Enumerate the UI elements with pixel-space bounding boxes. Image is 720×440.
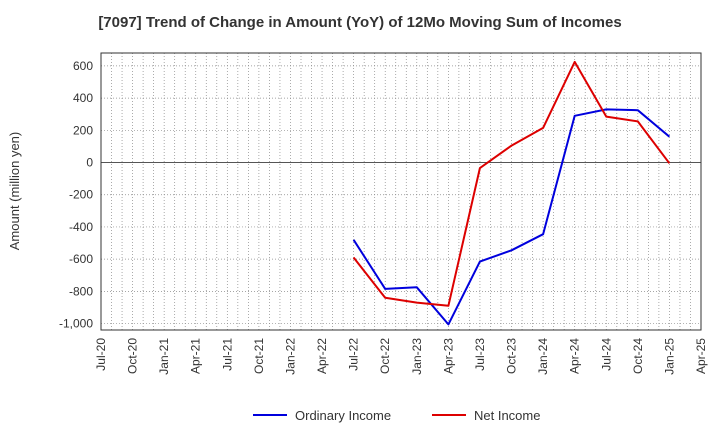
x-tick-label: Apr-21 bbox=[189, 338, 203, 374]
grid-lines bbox=[100, 53, 702, 330]
x-tick-label: Oct-22 bbox=[378, 338, 392, 374]
y-tick-label: -400 bbox=[69, 220, 93, 234]
y-tick-label: -600 bbox=[69, 252, 93, 266]
y-tick-label: 600 bbox=[73, 59, 93, 73]
ordinary-income-line bbox=[352, 108, 671, 326]
x-tick-label: Jan-25 bbox=[662, 338, 676, 375]
x-tick-label: Jan-24 bbox=[536, 338, 550, 375]
x-tick-label: Oct-21 bbox=[252, 338, 266, 374]
net-income-line bbox=[352, 60, 671, 307]
y-tick-label: 200 bbox=[73, 123, 93, 137]
legend: Ordinary Income Net Income bbox=[253, 408, 540, 423]
y-axis-title: Amount (million yen) bbox=[7, 132, 22, 251]
x-tick-label: Jan-22 bbox=[283, 338, 297, 375]
x-axis-ticks: Jul-20 Oct-20 Jan-21 Apr-21 Jul-21 Oct-21 Jan-… bbox=[94, 338, 708, 375]
x-tick-label: Jul-20 bbox=[94, 338, 108, 371]
y-tick-label: 0 bbox=[86, 156, 93, 170]
legend-label: Ordinary Income bbox=[295, 408, 391, 423]
plot-area-frame bbox=[100, 52, 702, 331]
x-tick-label: Oct-20 bbox=[126, 338, 140, 374]
x-tick-label: Jul-22 bbox=[347, 338, 361, 371]
y-tick-label: -800 bbox=[69, 284, 93, 298]
x-tick-label: Jul-23 bbox=[473, 338, 487, 371]
x-tick-label: Oct-23 bbox=[505, 338, 519, 374]
series-lines bbox=[352, 60, 671, 326]
y-tick-label: -200 bbox=[69, 188, 93, 202]
chart-title: [7097] Trend of Change in Amount (YoY) o… bbox=[98, 14, 622, 31]
y-tick-label: 400 bbox=[73, 91, 93, 105]
x-tick-label: Apr-24 bbox=[568, 338, 582, 374]
y-tick-label: -1,000 bbox=[59, 317, 93, 331]
y-axis-ticks: -1,000 -800 -600 -400 -200 0 200 400 600 bbox=[59, 59, 93, 331]
legend-label: Net Income bbox=[474, 408, 540, 423]
x-tick-label: Jul-21 bbox=[220, 338, 234, 371]
x-tick-label: Jul-24 bbox=[599, 338, 613, 371]
x-tick-label: Apr-22 bbox=[315, 338, 329, 374]
x-tick-label: Apr-23 bbox=[441, 338, 455, 374]
x-tick-label: Jan-23 bbox=[410, 338, 424, 375]
x-tick-label: Oct-24 bbox=[631, 338, 645, 374]
x-tick-label: Jan-21 bbox=[157, 338, 171, 375]
x-tick-label: Apr-25 bbox=[694, 338, 708, 374]
